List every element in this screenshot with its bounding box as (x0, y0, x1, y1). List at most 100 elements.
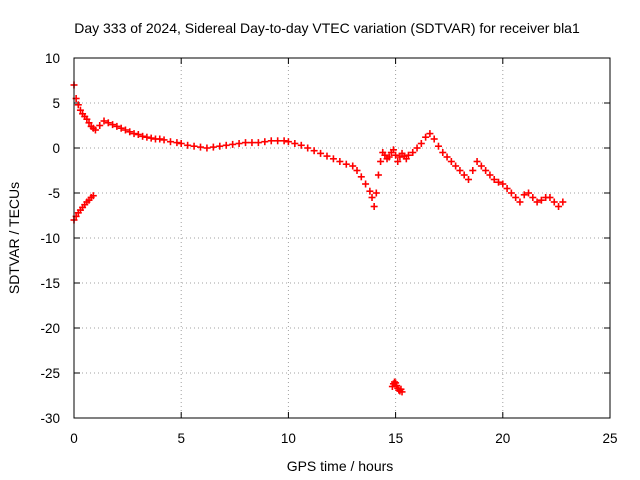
y-axis-label: SDTVAR / TECUs (6, 182, 22, 294)
chart-title: Day 333 of 2024, Sidereal Day-to-day VTE… (74, 20, 580, 36)
data-point-main (499, 180, 507, 188)
data-point-main (274, 137, 282, 145)
data-point-main (456, 167, 464, 174)
data-point-main (516, 198, 524, 206)
data-point-main (392, 151, 400, 159)
data-point-main (156, 135, 164, 143)
data-point-main (366, 187, 374, 195)
data-point-main (304, 144, 312, 152)
data-point-main (409, 149, 417, 156)
data-point-main (469, 167, 477, 174)
y-tick-label: -10 (40, 231, 60, 246)
data-point-main (490, 176, 498, 183)
data-point-main (482, 167, 490, 174)
data-point-main (394, 158, 402, 165)
data-point-secondary (89, 192, 97, 200)
x-tick-label: 10 (281, 431, 296, 446)
data-point-main (85, 119, 93, 127)
data-point-main (404, 151, 412, 159)
data-point-main (109, 121, 117, 129)
data-point-main (143, 133, 151, 141)
x-axis-label: GPS time / hours (287, 458, 394, 474)
data-point-main (434, 142, 442, 150)
data-point-main (190, 142, 198, 150)
plot-frame (73, 57, 611, 419)
y-tick-label: -30 (40, 411, 60, 426)
y-tick-label: -25 (40, 366, 60, 381)
data-point-main (235, 140, 243, 147)
data-point-main (147, 134, 155, 142)
data-point-main (76, 106, 84, 114)
data-points (70, 81, 567, 396)
data-point-main (254, 139, 262, 147)
data-point-main (74, 101, 82, 109)
data-point-main (447, 158, 455, 165)
data-point-main (130, 130, 138, 138)
data-point-outlier (398, 388, 406, 396)
data-point-main (357, 173, 365, 181)
y-tick-label: 5 (52, 96, 60, 111)
data-point-main (160, 136, 168, 144)
data-point-main (389, 146, 397, 154)
data-point-main (96, 122, 104, 129)
data-point-main (537, 196, 545, 204)
data-point-main (121, 126, 129, 134)
x-tick-label: 25 (602, 431, 617, 446)
y-tick-label: -5 (48, 186, 60, 201)
data-point-main (374, 171, 382, 179)
data-point-main (362, 180, 370, 188)
data-point-main (550, 198, 558, 206)
grid-lines (74, 58, 610, 418)
data-point-main (173, 139, 181, 147)
y-tick-label: 0 (52, 141, 60, 156)
data-point-main (126, 128, 134, 136)
data-point-main (166, 138, 174, 146)
data-point-main (460, 171, 468, 179)
data-point-main (349, 162, 357, 170)
data-point-main (525, 189, 533, 197)
y-tick-label: -15 (40, 276, 60, 291)
data-point-main (329, 155, 337, 163)
data-point-main (222, 141, 230, 149)
data-point-main (104, 119, 112, 127)
data-point-main (134, 131, 142, 138)
data-point-main (372, 189, 380, 197)
x-tick-label: 0 (70, 431, 78, 446)
data-point-main (426, 130, 434, 138)
data-point-outlier (391, 378, 399, 386)
data-point-main (377, 158, 385, 165)
data-point-main (555, 203, 563, 210)
data-point-main (83, 115, 91, 123)
data-point-main (353, 167, 361, 174)
data-point-main (242, 139, 250, 147)
data-point-main (184, 141, 192, 149)
data-point-main (546, 194, 554, 201)
data-point-main (417, 140, 425, 147)
data-point-main (261, 138, 269, 146)
data-point-main (452, 162, 460, 170)
data-point-main (439, 149, 447, 156)
data-point-main (196, 143, 204, 151)
data-point-main (91, 126, 99, 134)
data-point-main (216, 142, 224, 150)
data-point-main (443, 153, 451, 161)
data-point-main (402, 155, 410, 163)
data-point-main (368, 194, 376, 201)
data-point-main (323, 152, 331, 160)
data-point-main (473, 158, 481, 165)
data-point-main (291, 140, 299, 147)
data-point-main (413, 144, 421, 152)
data-point-main (512, 194, 520, 201)
y-tick-label: 10 (45, 51, 60, 66)
data-point-main (507, 189, 515, 197)
data-point-main (297, 141, 305, 149)
data-point-main (229, 140, 237, 148)
data-point-main (113, 122, 121, 130)
data-point-main (342, 160, 350, 168)
data-point-main (529, 194, 537, 201)
data-point-main (495, 178, 503, 186)
data-point-main (317, 149, 325, 157)
data-point-main (422, 133, 430, 141)
data-point-main (430, 135, 438, 143)
